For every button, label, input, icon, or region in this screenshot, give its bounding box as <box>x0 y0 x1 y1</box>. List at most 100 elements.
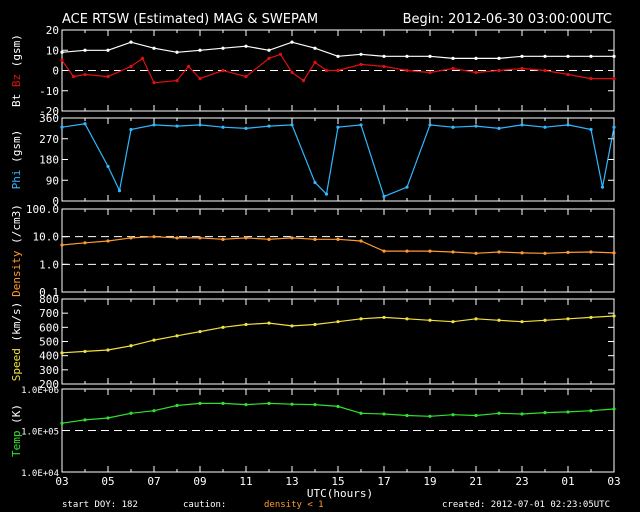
data-point-bz <box>140 56 145 60</box>
data-point-phi <box>589 127 593 132</box>
data-point-density <box>428 249 432 253</box>
x-tick-label: 21 <box>469 475 482 488</box>
data-point-bt <box>520 54 524 58</box>
data-point-bz <box>405 68 409 73</box>
data-point-phi <box>497 126 501 130</box>
data-point-phi <box>600 185 605 189</box>
data-point-speed <box>267 321 271 325</box>
data-point-temp <box>520 412 524 416</box>
x-tick-label: 15 <box>331 475 344 488</box>
y-axis-label-part: (gsm) <box>10 130 23 170</box>
y-tick-label: 1.0 <box>39 258 59 271</box>
data-point-density <box>290 236 294 240</box>
data-point-bt <box>382 54 386 58</box>
data-point-density <box>106 239 110 243</box>
data-point-speed <box>405 317 409 321</box>
data-point-bt <box>175 50 179 54</box>
data-point-bt <box>313 46 317 50</box>
y-tick-label: 700 <box>39 307 59 320</box>
data-point-temp <box>267 401 271 405</box>
data-point-bz <box>382 64 386 69</box>
x-tick-label: 23 <box>515 475 528 488</box>
data-point-density <box>221 237 225 241</box>
data-point-bt <box>290 40 294 44</box>
data-point-density <box>244 236 248 240</box>
x-tick-label: 09 <box>193 475 206 488</box>
data-point-temp <box>83 418 87 422</box>
data-point-temp <box>451 413 455 417</box>
data-point-density <box>612 251 616 255</box>
x-tick-label: 13 <box>285 475 298 488</box>
data-point-temp <box>152 409 156 413</box>
data-point-phi <box>117 189 122 193</box>
y-axis-label-part: Temp <box>10 431 23 458</box>
data-point-density <box>175 236 179 240</box>
y-axis-label-speed: Speed (km/s) <box>10 302 23 381</box>
y-axis-label-part: Phi <box>10 169 23 189</box>
x-tick-label: 03 <box>607 475 620 488</box>
y-axis-label-part: Density <box>10 250 23 297</box>
data-point-phi <box>566 123 570 127</box>
data-point-phi <box>428 123 432 127</box>
data-point-phi <box>152 123 156 127</box>
caution-label: caution: <box>183 500 226 510</box>
data-point-phi <box>382 194 386 198</box>
data-point-density <box>520 251 524 255</box>
data-point-phi <box>106 164 110 169</box>
y-axis-label-part: Bt <box>10 94 23 107</box>
panel-density: 100.0 10.0 1.0 0.1 Density (/cm3) <box>10 203 616 299</box>
y-tick-label: 800 <box>39 293 59 306</box>
data-point-speed <box>313 322 317 327</box>
data-point-temp <box>336 404 340 409</box>
data-point-density <box>198 236 202 240</box>
data-point-bt <box>474 56 478 60</box>
data-point-speed <box>244 322 248 327</box>
data-point-bz <box>313 60 317 64</box>
data-point-speed <box>382 315 386 320</box>
x-tick-label: 07 <box>147 475 160 488</box>
x-tick-label: 03 <box>55 475 68 488</box>
data-point-density <box>60 243 64 247</box>
data-point-temp <box>612 407 616 411</box>
data-point-density <box>152 235 156 239</box>
data-point-speed <box>83 349 87 354</box>
data-point-temp <box>198 401 202 405</box>
data-point-bz <box>336 68 340 73</box>
data-point-speed <box>152 338 156 342</box>
x-tick-labels: 03 05 07 09 11 13 15 17 19 21 23 01 03 <box>55 475 620 488</box>
data-point-bz <box>129 64 133 69</box>
caution-note: density < 1 <box>264 500 324 510</box>
data-point-bt <box>198 48 202 52</box>
data-point-bt <box>83 48 87 52</box>
data-point-bz <box>543 68 547 73</box>
data-point-phi <box>129 127 133 132</box>
data-point-phi <box>83 122 87 126</box>
data-point-bz <box>301 79 306 83</box>
data-point-phi <box>290 123 294 127</box>
data-point-phi <box>60 125 64 129</box>
data-point-bt <box>106 48 110 52</box>
data-point-bz <box>71 74 76 79</box>
data-point-bz <box>566 72 570 77</box>
y-axis-label-density: Density (/cm3) <box>10 204 23 297</box>
data-point-speed <box>359 317 363 321</box>
data-point-temp <box>313 403 317 407</box>
x-tick-label: 11 <box>239 475 252 488</box>
data-point-density <box>382 249 386 253</box>
data-point-bt <box>336 54 340 58</box>
data-point-temp <box>221 401 225 405</box>
data-point-density <box>83 241 87 245</box>
data-point-temp <box>589 409 593 413</box>
data-point-temp <box>474 413 478 418</box>
data-point-density <box>267 237 271 241</box>
data-point-bz <box>324 68 329 73</box>
data-point-temp <box>428 414 432 418</box>
series-line-bz <box>61 53 614 84</box>
series-line-phi <box>61 123 615 198</box>
y-axis-label-part: Bz <box>10 74 23 94</box>
data-point-bz <box>428 70 432 75</box>
y-axis-label-part: (K) <box>10 404 23 431</box>
data-point-density <box>543 251 547 255</box>
y-tick-label: 0 <box>52 65 59 78</box>
